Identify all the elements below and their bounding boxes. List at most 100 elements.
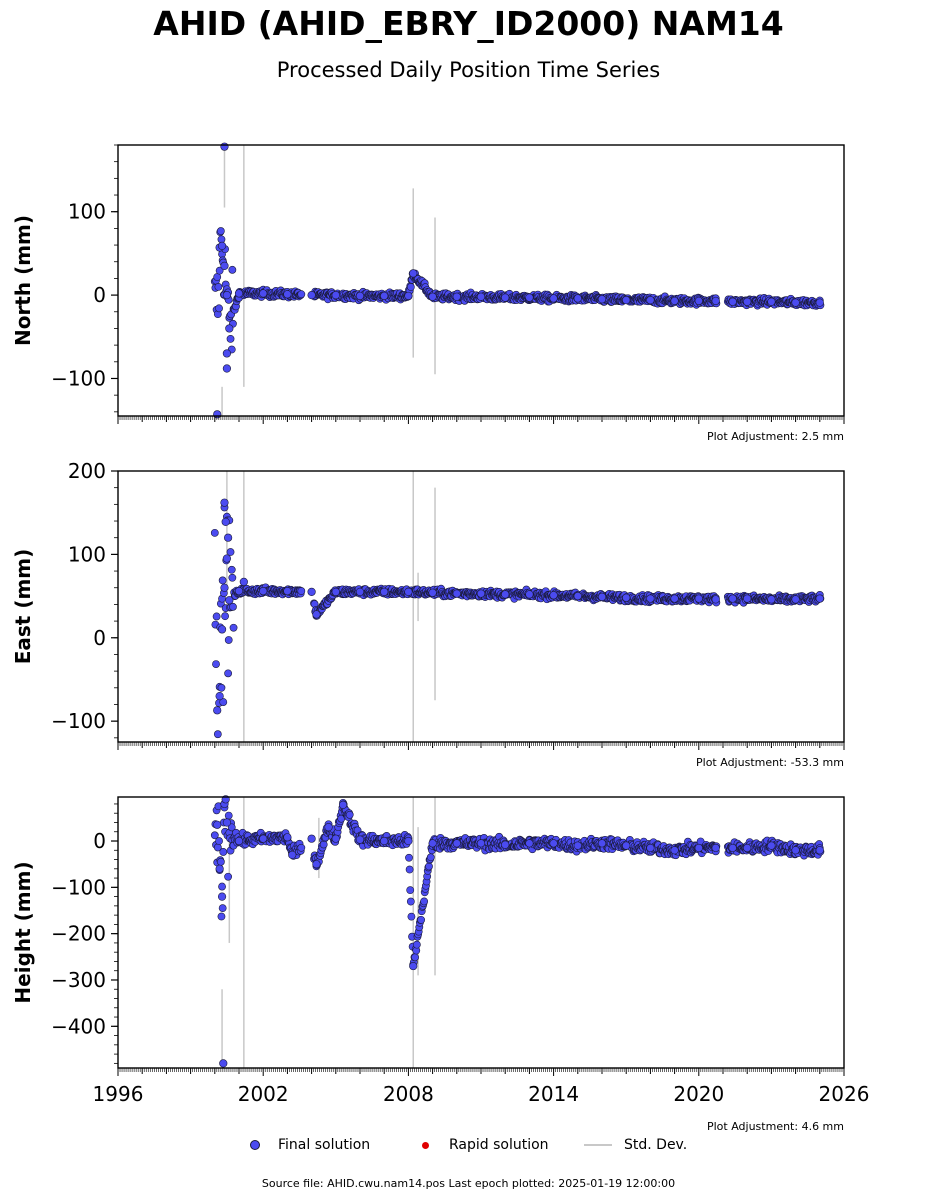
north-point <box>406 283 415 291</box>
east-point <box>297 587 306 595</box>
height-point <box>409 961 418 971</box>
east-ytick-label: 100 <box>68 542 106 566</box>
east-point <box>224 669 233 678</box>
height-point <box>331 834 340 843</box>
east-plot-adjustment: Plot Adjustment: -53.3 mm <box>696 756 844 769</box>
height-point <box>411 953 419 962</box>
height-point <box>312 860 321 869</box>
height-point <box>216 857 225 866</box>
north-outlier-point <box>220 142 229 151</box>
height-point <box>215 837 223 845</box>
east-point <box>215 692 224 701</box>
east-ytick-label: −100 <box>51 709 106 733</box>
height-point <box>525 839 534 848</box>
height-point <box>728 843 737 853</box>
north-point <box>573 294 582 303</box>
height-ylabel: Height (mm) <box>11 861 35 1003</box>
east-point <box>227 565 236 574</box>
height-point <box>670 846 679 855</box>
height-plot-adjustment: Plot Adjustment: 4.6 mm <box>707 1120 844 1133</box>
north-plot-adjustment: Plot Adjustment: 2.5 mm <box>707 430 844 443</box>
height-point <box>711 843 720 853</box>
east-point <box>670 594 679 603</box>
east-point <box>597 592 607 602</box>
north-point <box>215 266 224 275</box>
east-ytick-label: 200 <box>68 459 106 483</box>
east-point <box>501 590 510 599</box>
legend-rapid: Rapid solution <box>422 1137 549 1153</box>
height-point <box>345 810 354 819</box>
height-point <box>307 834 316 843</box>
east-point <box>226 548 235 556</box>
height-point <box>694 843 703 853</box>
north-ylabel: North (mm) <box>11 215 35 346</box>
east-point <box>404 587 413 597</box>
height-point <box>412 940 421 949</box>
east-ylabel: East (mm) <box>11 549 35 665</box>
north-point <box>549 294 558 303</box>
height-point <box>573 841 582 850</box>
north-point <box>711 296 720 306</box>
height-point <box>218 882 226 891</box>
north-point <box>791 298 800 307</box>
east-point <box>428 588 437 597</box>
east-point <box>217 625 227 634</box>
height-point <box>380 836 389 846</box>
height-point <box>234 836 244 846</box>
legend-rapid-marker <box>422 1141 429 1149</box>
north-point <box>234 289 244 298</box>
east-point <box>213 730 222 739</box>
height-point <box>283 833 292 842</box>
east-point <box>225 596 234 605</box>
height-point <box>405 853 413 862</box>
north-outlier-point <box>222 349 231 358</box>
east-point <box>476 589 486 598</box>
north-point <box>409 269 418 278</box>
east-point <box>222 554 231 563</box>
height-ytick-label: −200 <box>51 922 106 946</box>
height-ytick-label: −300 <box>51 968 106 992</box>
legend-std-label: Std. Dev. <box>624 1137 688 1153</box>
height-point <box>224 811 233 820</box>
legend-std: Std. Dev. <box>584 1137 687 1153</box>
east-point <box>212 660 220 668</box>
north-point <box>380 291 389 301</box>
legend-final-marker <box>250 1140 260 1150</box>
east-point <box>228 573 237 582</box>
north-point <box>214 282 223 291</box>
east-outlier-point <box>221 517 230 526</box>
north-point <box>215 304 223 313</box>
height-point <box>406 886 415 895</box>
height-point <box>476 839 486 848</box>
height-point <box>743 843 752 853</box>
height-xtick-label: 2008 <box>383 1082 434 1106</box>
height-ytick-label: −400 <box>51 1014 106 1038</box>
north-axes-frame <box>117 144 845 417</box>
east-point <box>743 594 752 603</box>
east-point <box>622 593 631 602</box>
height-point <box>288 850 297 860</box>
north-point <box>428 292 437 301</box>
height-point <box>767 841 776 850</box>
north-point <box>225 324 234 333</box>
east-point <box>213 706 222 715</box>
height-xtick-label: 2014 <box>528 1082 579 1106</box>
east-point <box>217 683 226 692</box>
north-point <box>728 297 737 306</box>
east-point <box>549 591 558 600</box>
height-point <box>622 841 631 850</box>
height-point <box>217 912 226 921</box>
north-point <box>525 293 534 302</box>
east-point <box>218 576 227 585</box>
east-point <box>331 587 340 597</box>
height-point <box>549 839 558 848</box>
east-point <box>573 591 582 601</box>
east-point <box>234 586 244 596</box>
height-point <box>324 823 333 832</box>
height-point <box>213 820 222 829</box>
east-point <box>728 594 737 603</box>
east-point <box>380 587 389 597</box>
height-xtick-label: 1996 <box>93 1082 144 1106</box>
height-point <box>404 836 413 846</box>
north-point <box>283 290 292 299</box>
